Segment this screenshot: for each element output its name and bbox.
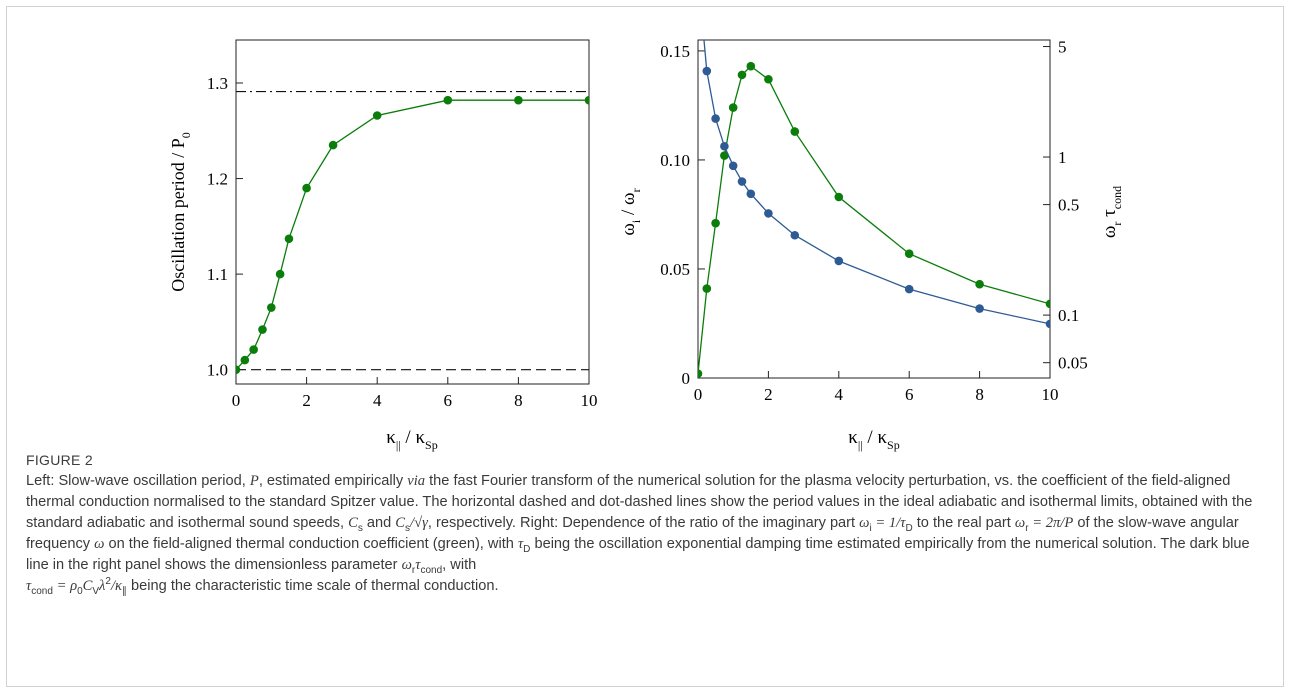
- right-right-y-tick-label: 1: [1058, 148, 1067, 167]
- left-data-point: [372, 111, 382, 120]
- right-x-tick-label: 10: [1042, 385, 1059, 404]
- conduction-param-point: [975, 304, 984, 313]
- right-right-y-tick-label: 5: [1058, 38, 1067, 57]
- damping-ratio-point: [711, 218, 720, 228]
- right-x-tick-label: 4: [835, 385, 844, 404]
- right-x-tick-label: 6: [905, 385, 914, 404]
- left-data-point: [267, 303, 276, 312]
- conduction-param-point: [728, 161, 738, 171]
- damping-ratio-point: [1045, 299, 1050, 309]
- left-x-tick-label: 2: [302, 391, 311, 410]
- left-chart-panel: 0 2 4 6 8 10 1.0 1.1 1.2 1.3 κ|| / κSp Oscillatio…: [160, 12, 610, 457]
- figure-frame: [6, 6, 1284, 687]
- left-data-point: [514, 95, 523, 105]
- right-x-axis-label: κ|| / κSp: [848, 427, 899, 452]
- left-y-tick-label: 1.3: [207, 74, 228, 93]
- right-right-y-tick-label: 0.05: [1058, 354, 1088, 373]
- conduction-param-point: [1045, 319, 1050, 329]
- left-data-point: [302, 183, 311, 193]
- left-chart: 0 2 4 6 8 10 1.0 1.1 1.2 1.3 κ|| / κSp Oscillatio…: [168, 39, 598, 452]
- conduction-param-point: [720, 141, 729, 151]
- damping-ratio-point: [698, 369, 703, 378]
- right-right-y-axis-label: ωr τcond: [1099, 186, 1124, 238]
- right-chart: 0 2 4 6 8 10 0 0.05 0.10 0.15 0.05 0.1 0.5 1 5 κ|| / κ…: [618, 38, 1124, 452]
- left-data-point: [328, 140, 338, 150]
- conduction-param-point: [790, 230, 800, 240]
- conduction-param-line: [703, 40, 1050, 325]
- damping-ratio-point: [904, 249, 914, 259]
- right-right-y-tick-label: 0.5: [1058, 196, 1079, 215]
- left-x-tick-label: 0: [232, 391, 241, 410]
- caption-text: Left: Slow-wave oscillation period, P, e…: [26, 473, 1253, 597]
- left-data-point: [240, 355, 250, 365]
- damping-ratio-point: [746, 61, 756, 71]
- right-left-y-tick-label: 0.05: [660, 260, 690, 279]
- right-plot-frame: [697, 39, 1051, 379]
- figure-caption: FIGURE 2 Left: Slow-wave oscillation per…: [26, 452, 1266, 597]
- left-data-point: [249, 345, 258, 354]
- damping-ratio-point: [737, 70, 747, 80]
- conduction-param-point: [702, 66, 712, 76]
- left-data-point: [258, 325, 267, 334]
- damping-ratio-line: [698, 65, 1050, 374]
- left-y-tick-label: 1.2: [207, 170, 228, 189]
- left-data-point: [284, 234, 294, 244]
- damping-ratio-point: [764, 74, 773, 84]
- left-x-tick-label: 10: [581, 391, 598, 410]
- left-y-axis-label: Oscillation period / P0: [168, 132, 193, 291]
- left-x-tick-label: 6: [444, 391, 453, 410]
- damping-ratio-point: [975, 279, 984, 289]
- damping-ratio-point: [790, 127, 800, 136]
- damping-ratio-point: [834, 192, 844, 202]
- figure-label: FIGURE 2: [26, 452, 93, 468]
- left-y-tick-label: 1.1: [207, 265, 228, 284]
- conduction-param-point: [834, 256, 844, 266]
- left-x-tick-label: 8: [514, 391, 523, 410]
- right-right-y-tick-label: 0.1: [1058, 306, 1079, 325]
- right-x-tick-label: 0: [694, 385, 703, 404]
- conduction-param-point: [764, 209, 773, 218]
- right-left-y-tick-label: 0: [682, 369, 691, 388]
- left-data-point: [443, 95, 453, 105]
- left-data-point: [584, 95, 589, 105]
- left-y-tick-label: 1.0: [207, 361, 228, 380]
- left-data-point: [275, 269, 285, 279]
- conduction-param-point: [746, 189, 756, 199]
- right-x-tick-label: 8: [975, 385, 984, 404]
- right-left-y-axis-label: ωi / ωr: [618, 188, 643, 235]
- left-data-point: [236, 365, 241, 374]
- conduction-param-point: [711, 114, 720, 123]
- conduction-param-point: [737, 177, 747, 186]
- left-plot-frame: [235, 39, 590, 385]
- right-left-y-tick-label: 0.15: [660, 42, 690, 61]
- left-x-axis-label: κ|| / κSp: [386, 427, 437, 452]
- right-left-y-tick-label: 0.10: [660, 151, 690, 170]
- right-chart-panel: 0 2 4 6 8 10 0 0.05 0.10 0.15 0.05 0.1 0.5 1 5 κ|| / κ…: [612, 12, 1152, 457]
- conduction-param-point: [904, 284, 914, 294]
- damping-ratio-point: [702, 284, 712, 293]
- left-x-tick-label: 4: [373, 391, 382, 410]
- right-x-tick-label: 2: [764, 385, 773, 404]
- damping-ratio-point: [728, 103, 738, 112]
- damping-ratio-point: [720, 151, 729, 160]
